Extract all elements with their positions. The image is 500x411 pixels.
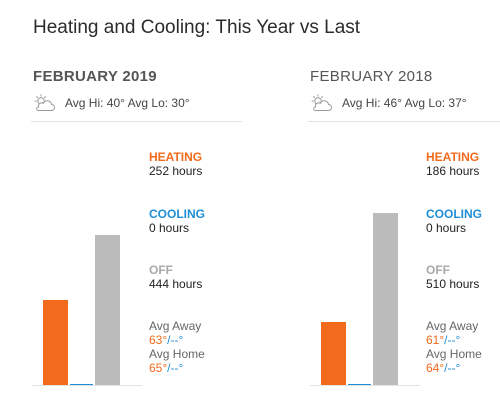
heating-label: HEATING [426,150,480,164]
heating-stat: HEATING 186 hours [426,150,479,178]
off-bar [95,235,120,385]
off-stat: OFF 444 hours [149,263,202,291]
heating-bar [43,300,68,385]
month-title: FEBRUARY 2019 [33,68,157,85]
avg-hi-lo: Avg Hi: 46° Avg Lo: 37° [342,96,467,110]
avg-away-cool: /--° [167,333,184,347]
avg-home-value: 65°/--° [149,361,205,375]
off-label: OFF [149,263,173,277]
cooling-label: COOLING [149,207,205,221]
avg-home-label: Avg Home [426,347,482,361]
avg-away-stat: Avg Away 61°/--° [426,319,478,347]
avg-home-cool: /--° [444,361,461,375]
avg-away-cool: /--° [444,333,461,347]
heating-stat: HEATING 252 hours [149,150,202,178]
avg-home-value: 64°/--° [426,361,482,375]
heating-hours: 252 hours [149,164,203,178]
off-label: OFF [426,263,450,277]
cooling-bar [70,384,93,385]
weather-summary: Avg Hi: 46° Avg Lo: 37° [309,93,467,113]
partly-cloudy-icon [309,94,333,112]
cooling-hours: 0 hours [149,221,190,235]
avg-home-stat: Avg Home 65°/--° [149,347,205,375]
heating-hours: 186 hours [426,164,480,178]
heating-label: HEATING [149,150,203,164]
avg-away-heat: 63° [149,333,168,347]
avg-away-heat: 61° [426,333,445,347]
month-title: FEBRUARY 2018 [310,68,433,85]
page-title: Heating and Cooling: This Year vs Last [33,17,361,38]
avg-away-value: 61°/--° [426,333,478,347]
divider [308,121,500,122]
avg-home-label: Avg Home [149,347,205,361]
cooling-stat: COOLING 0 hours [149,207,205,235]
avg-away-value: 63°/--° [149,333,201,347]
avg-home-cool: /--° [167,361,184,375]
avg-away-stat: Avg Away 63°/--° [149,319,201,347]
off-hours: 510 hours [426,277,480,291]
avg-home-stat: Avg Home 64°/--° [426,347,482,375]
chart-baseline [310,385,420,386]
heating-bar [321,322,346,385]
cooling-stat: COOLING 0 hours [426,207,482,235]
hours-bar-chart [32,140,142,386]
off-bar [373,213,398,385]
month-panel-previous: FEBRUARY 2018 Avg Hi: 46° Avg Lo: 37° [278,0,500,411]
avg-home-heat: 65° [149,361,168,375]
avg-home-heat: 64° [426,361,445,375]
month-panel-current: FEBRUARY 2019 Avg Hi: 40° Avg Lo: 30° [31,68,242,386]
weather-summary: Avg Hi: 40° Avg Lo: 30° [32,93,190,113]
avg-away-label: Avg Away [149,319,202,333]
cooling-hours: 0 hours [426,221,467,235]
cooling-label: COOLING [426,207,482,221]
avg-hi-lo: Avg Hi: 40° Avg Lo: 30° [65,96,190,110]
chart-baseline [32,385,142,386]
cooling-bar [348,384,371,385]
hours-bar-chart [310,140,420,386]
divider [31,121,242,122]
off-hours: 444 hours [149,277,203,291]
off-stat: OFF 510 hours [426,263,479,291]
partly-cloudy-icon [32,94,56,112]
avg-away-label: Avg Away [426,319,479,333]
